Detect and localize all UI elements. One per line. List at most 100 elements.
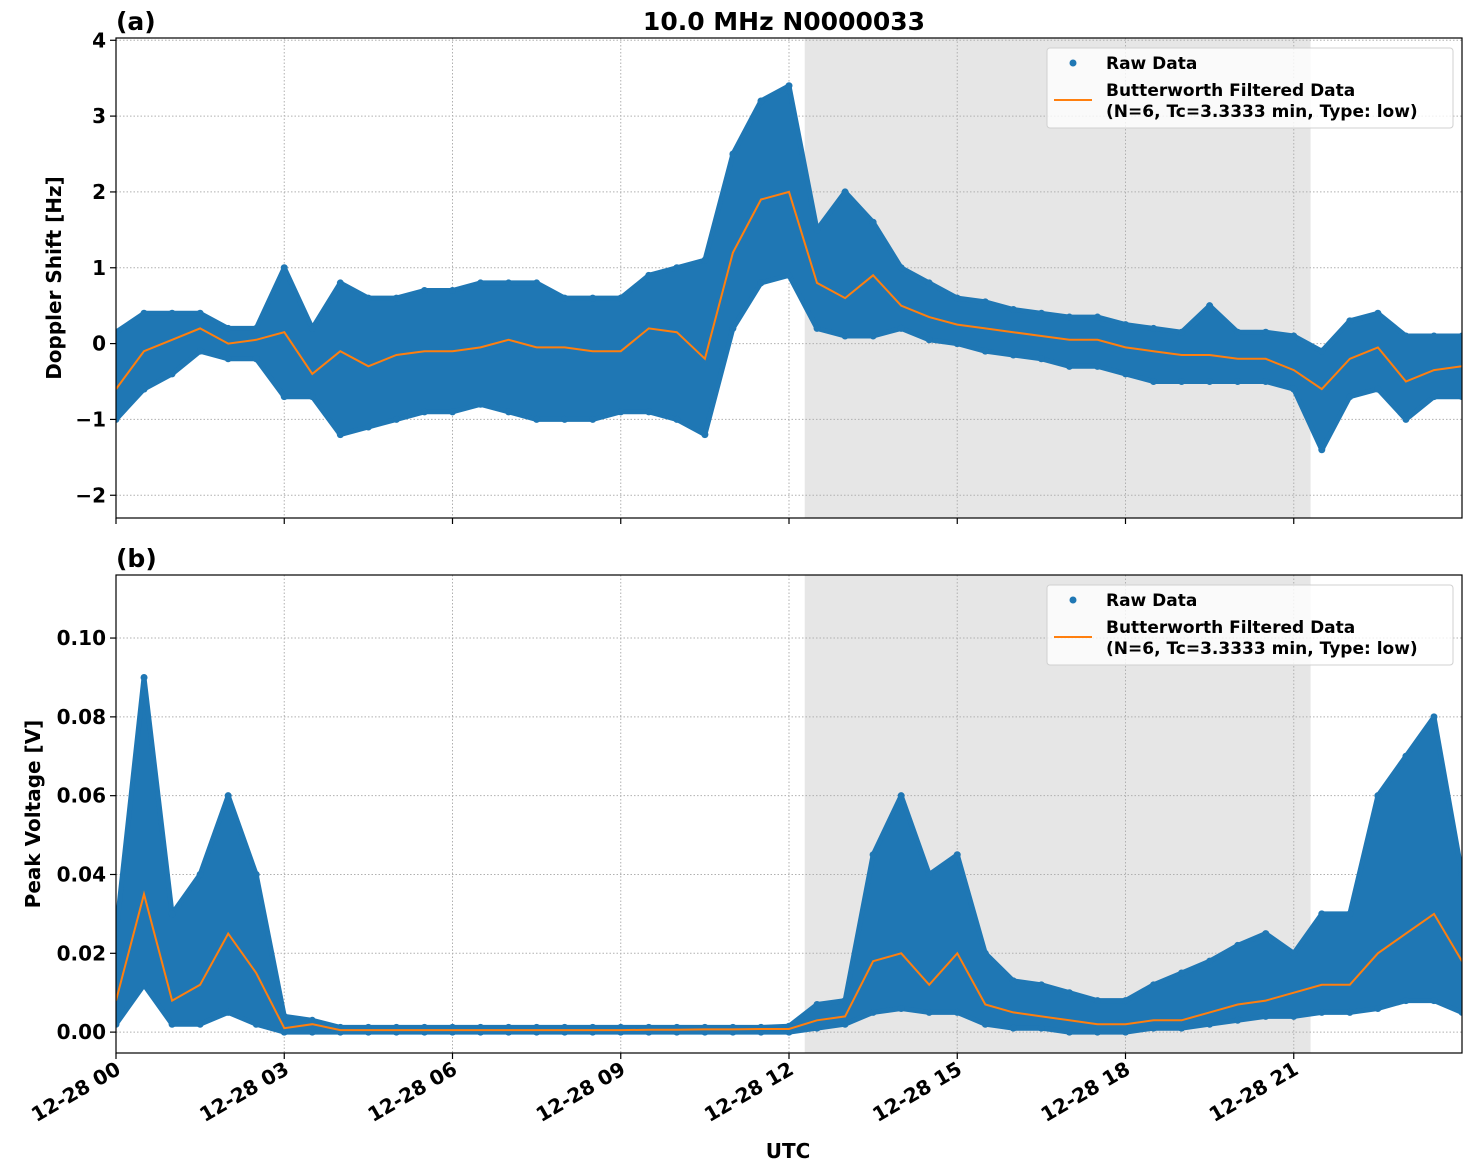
raw-data-point: [869, 332, 877, 340]
legend-filtered-params: (N=6, Tc=3.3333 min, Type: low): [1106, 639, 1418, 659]
raw-data-point: [701, 256, 709, 264]
legend: Raw Data Butterworth Filtered Data(N=6, T…: [1046, 47, 1454, 129]
raw-data-point: [1402, 415, 1410, 423]
raw-data-point: [224, 324, 232, 332]
raw-data-point: [252, 1020, 260, 1028]
raw-data-point: [1262, 1012, 1270, 1020]
raw-data-point: [729, 324, 737, 332]
y-tick-label: 3: [92, 104, 106, 128]
raw-data-point: [1318, 347, 1326, 355]
x-tick-label: 12-28 18: [1036, 1057, 1134, 1127]
raw-data-point: [813, 1001, 821, 1009]
raw-data-point: [645, 408, 653, 416]
raw-data-point: [589, 415, 597, 423]
raw-data-point: [1402, 997, 1410, 1005]
raw-data-point: [252, 324, 260, 332]
panel-b-label: (b): [116, 544, 157, 573]
raw-data-point: [1374, 1004, 1382, 1012]
raw-data-point: [1009, 305, 1017, 313]
raw-data-point: [1234, 1016, 1242, 1024]
chart-title: 10.0 MHz N0000033: [643, 7, 925, 36]
raw-data-point: [1430, 997, 1438, 1005]
legend: Raw Data Butterworth Filtered Data(N=6, T…: [1046, 584, 1454, 666]
raw-data-point: [1065, 362, 1073, 370]
raw-data-point: [1206, 302, 1214, 310]
raw-data-point: [1262, 378, 1270, 386]
x-tick-label: 12-28 09: [532, 1057, 630, 1127]
axes-frame: [115, 37, 1463, 519]
raw-data-point: [280, 1028, 288, 1036]
raw-data-point: [252, 355, 260, 363]
y-axis-label-b: Peak Voltage [V]: [21, 720, 45, 909]
raw-data-point: [1402, 332, 1410, 340]
x-tick-label: 12-28 15: [868, 1057, 966, 1127]
raw-data-point: [140, 981, 148, 989]
raw-data-point: [1374, 792, 1382, 800]
y-tick-label: 0.08: [57, 705, 106, 729]
raw-data-point: [1037, 309, 1045, 317]
raw-data-point: [449, 408, 456, 416]
x-tick-label: 12-28 00: [27, 1057, 125, 1127]
legend-raw-label: Raw Data: [1106, 591, 1197, 611]
raw-data-point: [1458, 393, 1462, 401]
raw-data-point: [561, 294, 569, 302]
raw-data-point: [224, 355, 232, 363]
raw-data-point: [953, 851, 961, 859]
raw-data-point: [1346, 910, 1354, 918]
y-tick-label: 0.04: [57, 862, 106, 886]
y-tick-label: 0.00: [57, 1020, 106, 1044]
filtered-data-line: [116, 190, 1462, 391]
raw-data-point: [140, 309, 148, 317]
raw-data-point: [308, 324, 316, 332]
filtered-data-line: [116, 890, 1462, 1032]
y-tick-label: 0: [92, 332, 106, 356]
raw-data-point: [140, 673, 148, 681]
raw-data-point: [1150, 981, 1158, 989]
raw-data-point: [116, 415, 120, 423]
raw-data-point: [505, 279, 513, 287]
raw-data-point: [280, 1012, 288, 1020]
raw-data-point: [785, 1028, 793, 1036]
raw-data-point: [196, 309, 204, 317]
raw-data-point: [673, 415, 681, 423]
raw-data-point: [645, 271, 653, 279]
plot-area: [116, 82, 1462, 454]
raw-data-point: [1037, 355, 1045, 363]
legend-filtered-label: Butterworth Filtered Data: [1106, 618, 1355, 638]
raw-data-point: [1178, 328, 1186, 336]
raw-data-point: [1290, 1012, 1298, 1020]
raw-data-point: [196, 870, 204, 878]
raw-data-point: [1234, 378, 1242, 386]
legend-raw-marker: [1069, 59, 1077, 67]
raw-data-point: [1346, 393, 1354, 401]
raw-data-point: [1234, 941, 1242, 949]
raw-data-point: [168, 910, 176, 918]
raw-data-point: [533, 415, 541, 423]
raw-data-point: [813, 1024, 821, 1032]
y-tick-label: 0.06: [57, 784, 106, 808]
raw-data-point: [841, 997, 849, 1005]
raw-data-point: [168, 1020, 176, 1028]
raw-data-point: [729, 150, 737, 158]
raw-data-point: [1318, 446, 1326, 454]
legend-raw-marker: [1069, 596, 1077, 604]
raw-data-point: [449, 287, 456, 295]
raw-data-band: [116, 675, 1462, 1035]
panel-a-label: (a): [116, 7, 156, 36]
raw-data-point: [336, 279, 344, 287]
raw-data-point: [841, 1020, 849, 1028]
raw-data-point: [477, 279, 485, 287]
raw-data-point: [1458, 1008, 1462, 1016]
raw-data-point: [841, 188, 849, 196]
raw-data-point: [673, 264, 681, 272]
raw-data-point: [561, 415, 569, 423]
raw-data-point: [1122, 997, 1129, 1005]
raw-data-point: [1374, 309, 1382, 317]
raw-data-point: [1374, 385, 1382, 393]
panel-a-plot: −2 −1 0 1 2 3 4 Raw Data Butterworth Filtered Da…: [75, 28, 1463, 524]
raw-data-point: [336, 431, 344, 439]
raw-data-point: [981, 347, 989, 355]
raw-data-point: [1206, 957, 1214, 965]
raw-data-point: [280, 264, 288, 272]
raw-data-point: [1009, 351, 1017, 359]
